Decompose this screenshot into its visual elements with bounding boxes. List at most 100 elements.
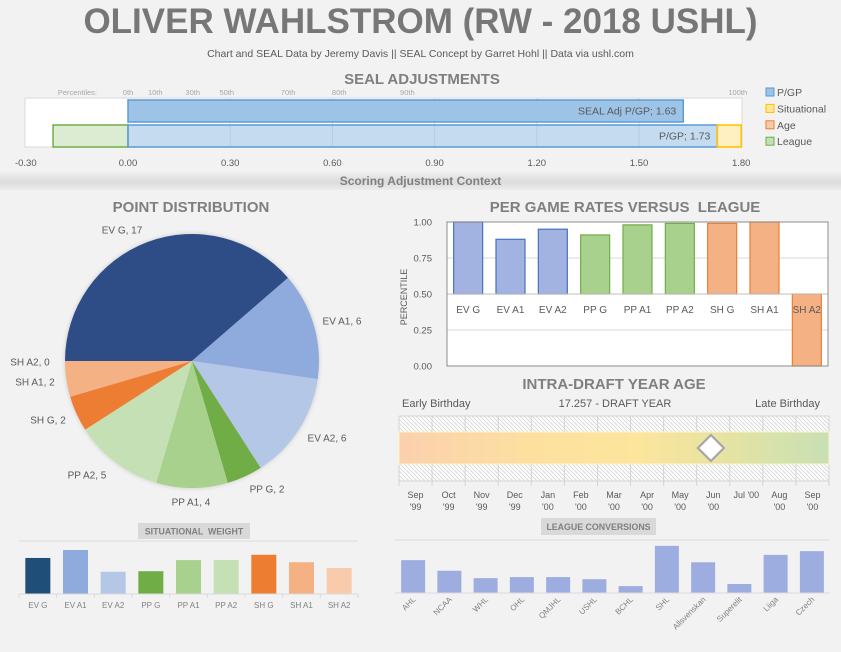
category-label: AHL (400, 595, 418, 613)
bar (799, 551, 824, 593)
draft-year-age-label: 17.257 - DRAFT YEAR (559, 398, 672, 410)
pie-slice (156, 361, 228, 488)
legend-swatch (765, 120, 775, 130)
month-label: May (672, 490, 690, 500)
month-label: Feb (573, 490, 589, 500)
month-year-label: '00 (707, 502, 719, 512)
seal-bar-segment (127, 124, 719, 148)
page-subtitle: Chart and SEAL Data by Jeremy Davis || S… (207, 48, 634, 60)
month-label: Dec (507, 490, 524, 500)
legend-label: Age (777, 120, 796, 132)
month-year-label: '99 (410, 502, 422, 512)
hatch-band-top (399, 416, 829, 432)
pie-slices (65, 234, 319, 488)
bar (63, 550, 88, 594)
league-conversions-chart: LEAGUE CONVERSIONS AHL NCAA WHL OHL QMJHL USHL… (395, 518, 830, 632)
pie-data-label: EV G, 17 (102, 226, 143, 237)
bar (582, 579, 607, 593)
percentile-tick-label: 0th (123, 88, 133, 97)
x-tick-label: 1.50 (630, 158, 649, 169)
bar (580, 234, 611, 295)
chart-title: INTRA-DRAFT YEAR AGE (522, 376, 705, 393)
pie-slice (65, 234, 288, 361)
month-year-label: '00 (542, 502, 554, 512)
percentile-tick-label: 90th (400, 88, 415, 97)
month-label: Sep (408, 490, 424, 500)
month-label: Oct (442, 490, 457, 500)
y-tick-label: 1.00 (414, 218, 433, 229)
bar (749, 221, 780, 295)
per-game-rates-chart: PER GAME RATES VERSUS LEAGUE 0.00 0.25 0.50… (399, 199, 829, 373)
bar (25, 557, 51, 594)
bar (401, 560, 426, 593)
early-birthday-label: Early Birthday (402, 398, 471, 410)
x-tick-label: 1.80 (732, 158, 751, 169)
chart-title: SITUATIONAL WEIGHT (145, 527, 244, 537)
legend-swatch (765, 87, 775, 97)
bar (707, 222, 738, 295)
category-label: EV G (28, 601, 47, 610)
pie-data-label: SH A1, 2 (15, 378, 55, 389)
bar (791, 293, 822, 367)
month-year-label: '99 (509, 502, 521, 512)
y-tick-label: 0.00 (414, 362, 433, 373)
month-year-label: '00 (807, 502, 819, 512)
situational-weight-chart: SITUATIONAL WEIGHT EV G EV A1 EV A2 PP G PP A… (18, 523, 359, 610)
bar (618, 586, 643, 593)
section-band: Scoring Adjustment Context (0, 172, 841, 190)
y-axis-label: PERCENTILE (399, 269, 409, 326)
month-label: Jan (541, 490, 556, 500)
x-tick-label: 0.00 (119, 158, 138, 169)
category-label: PP A2 (666, 305, 694, 316)
category-label: OHL (508, 595, 526, 613)
pie-slice (85, 361, 192, 483)
month-label: Jun (706, 490, 721, 500)
pie-data-label: PP A2, 5 (68, 471, 107, 482)
bar (495, 238, 526, 295)
legend-swatch (765, 103, 775, 113)
seal-bar-label: SEAL Adj P/GP; 1.63 (578, 106, 676, 118)
pie-slice (192, 361, 261, 483)
bar (100, 571, 126, 594)
y-tick-label: 0.75 (414, 254, 433, 265)
category-label: SH A1 (290, 601, 313, 610)
category-label: EV G (456, 305, 480, 316)
chart-title: POINT DISTRIBUTION (113, 199, 270, 216)
seal-bar-segment (716, 124, 742, 148)
pie-data-label: SH A2, 0 (10, 358, 50, 369)
age-gradient-band (398, 431, 830, 465)
month-label: Aug (771, 490, 787, 500)
x-tick-label: 1.20 (528, 158, 547, 169)
category-label: Superelit (715, 595, 744, 624)
bar (622, 224, 653, 295)
month-label: Mar (606, 490, 622, 500)
percentile-tick-label: 10th (148, 88, 163, 97)
page-title: OLIVER WAHLSTROM (RW - 2018 USHL) (83, 2, 758, 41)
bar (654, 545, 679, 593)
seal-bar-segment (52, 124, 129, 148)
category-label: Czech (794, 595, 816, 617)
percentiles-label: Percentiles: (58, 88, 97, 97)
section-band-label: Scoring Adjustment Context (339, 174, 502, 188)
category-label: SHL (654, 595, 672, 613)
seal-bar-label: P/GP; 1.73 (659, 131, 711, 143)
category-label: USHL (577, 595, 599, 617)
bar (326, 568, 352, 594)
x-tick-label: 0.90 (425, 158, 444, 169)
bar (763, 554, 788, 593)
bar (453, 221, 484, 295)
month-year-label: '99 (476, 502, 488, 512)
point-distribution-chart: POINT DISTRIBUTION EV G, 17 EV A1, 6 EV A2,… (10, 199, 362, 509)
bar (727, 583, 752, 593)
late-birthday-label: Late Birthday (755, 398, 820, 410)
seal-adjustments-chart: SEAL ADJUSTMENTS SEAL Adj P/GP; 1.63 P/GP;… (15, 71, 826, 169)
category-label: SH G (710, 305, 735, 316)
percentile-tick-label: 50th (219, 88, 234, 97)
pie-data-label: PP G, 2 (250, 485, 285, 496)
legend-swatch (765, 136, 775, 146)
category-label: EV A2 (102, 601, 125, 610)
month-year-label: '00 (674, 502, 686, 512)
bar (437, 570, 462, 593)
y-tick-label: 0.50 (414, 290, 433, 301)
percentile-tick-label: 70th (281, 88, 296, 97)
